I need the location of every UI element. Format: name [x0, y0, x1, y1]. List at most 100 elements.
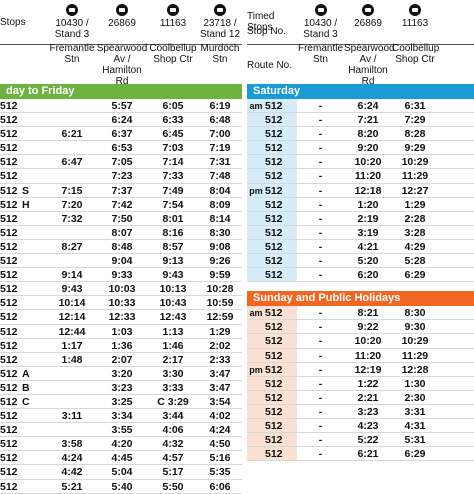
departure-time: 6:05 [162, 100, 184, 112]
bus-stop-icon [314, 4, 327, 16]
departure-time: 1:46 [162, 339, 184, 352]
footnote-code [22, 325, 48, 338]
route-no-label: Route No. [247, 59, 293, 71]
table-row: 512 - 2:19 2:28 [247, 211, 474, 226]
route-number: 512 [265, 211, 297, 225]
stop-name: Spearwood Av / Hamilton Rd [96, 43, 148, 87]
departure-time: 11:29 [401, 170, 429, 183]
departure-time: 1:17 [61, 339, 83, 352]
departure-time: 10:13 [159, 283, 187, 296]
departure-time: 8:48 [111, 240, 133, 253]
route-number: 512 [265, 268, 297, 282]
departure-time: 1:20 [357, 198, 379, 211]
table-row: 512 9:04 9:13 9:26 [0, 254, 242, 269]
departure-time: 7:49 [162, 184, 184, 197]
period-label [247, 334, 265, 348]
table-row: 512 - 8:20 8:28 [247, 127, 474, 142]
departure-time: 5:57 [111, 100, 133, 112]
table-row: 512 - 11:20 11:29 [247, 348, 474, 363]
departure-time: 1:29 [209, 325, 231, 338]
bus-stop-icon [167, 4, 179, 16]
departure-time: 3:19 [357, 226, 379, 239]
saturday-band: Saturday [247, 84, 474, 99]
departure-time: 10:20 [354, 335, 382, 348]
departure-time: 2:30 [404, 391, 426, 404]
departure-time: 5:40 [111, 480, 133, 493]
bus-stop-icon [409, 4, 421, 16]
footnote-code: H [22, 198, 30, 211]
table-row: 512 12:44 1:03 1:13 1:29 [0, 325, 242, 339]
departure-time: 7:05 [111, 156, 133, 169]
footnote-code: A [22, 367, 30, 380]
departure-time: 9:33 [111, 269, 133, 282]
table-row: 512 4:24 4:45 4:57 5:16 [0, 451, 242, 466]
departure-time: 6:31 [404, 100, 426, 112]
route-number: 512 [0, 480, 18, 493]
departure-time: 9:59 [209, 269, 231, 282]
departure-time: 10:28 [206, 283, 234, 296]
departure-time: 12:14 [58, 311, 86, 324]
departure-time: 3:11 [61, 410, 83, 423]
period-label: pm [247, 362, 265, 376]
departure-time: - [318, 212, 323, 225]
route-number: 512 [265, 113, 297, 127]
departure-time: 8:30 [209, 226, 231, 239]
period-label [247, 418, 265, 433]
departure-time: 7:21 [357, 114, 379, 127]
departure-time: - [318, 391, 323, 404]
departure-time: 5:17 [162, 466, 184, 479]
footnote-code [22, 212, 48, 225]
period-label [247, 390, 265, 404]
stop-name: Coolbellup Shop Ctr [149, 43, 197, 65]
departure-time: 7:00 [209, 128, 231, 141]
departure-time: 3:28 [404, 226, 426, 239]
departure-time: 10:29 [401, 156, 429, 169]
departure-time: 4:02 [209, 410, 231, 423]
departure-time: 10:20 [354, 156, 382, 169]
departure-time [48, 226, 96, 239]
period-label [247, 197, 265, 211]
departure-time: 10:14 [58, 297, 86, 310]
departure-time: 3:54 [209, 395, 231, 408]
footnote-code [22, 465, 48, 478]
departure-time: 7:31 [209, 156, 231, 169]
departure-time: - [318, 255, 323, 268]
departure-time: 1:29 [404, 198, 426, 211]
route-number: 512 [265, 433, 297, 447]
table-row: pm 512 - 12:19 12:28 [247, 362, 474, 377]
route-number: 512 [0, 297, 18, 310]
table-row: 512 9:43 10:03 10:13 10:28 [0, 282, 242, 297]
departure-time: 8:57 [162, 240, 184, 253]
weekday-band: day to Friday [0, 84, 242, 99]
departure-time: 9:43 [162, 269, 184, 282]
departure-time: 2:19 [357, 212, 379, 225]
route-number: 512 [0, 452, 18, 465]
route-number: 512 [265, 447, 297, 461]
departure-time: - [318, 335, 323, 348]
departure-time: 4:42 [61, 466, 83, 479]
route-number: 512 [0, 100, 18, 112]
bus-stop-icon [116, 4, 128, 16]
route-number: 512 [0, 424, 18, 437]
departure-time: 1:30 [404, 377, 426, 390]
departure-time: 6:21 [357, 448, 379, 461]
route-number: 512 [0, 128, 18, 141]
footnote-code [22, 240, 48, 253]
table-row: 512 7:23 7:33 7:48 [0, 169, 242, 184]
route-number: 512 [0, 381, 18, 394]
departure-time: 7:14 [162, 156, 184, 169]
stop-name: Fremantle Stn [297, 43, 343, 65]
table-row: 512 5:21 5:40 5:50 6:06 [0, 480, 242, 494]
table-row: 512 6:24 6:33 6:48 [0, 113, 242, 128]
departure-time: 8:27 [61, 240, 83, 253]
stop-name: Fremantle Stn [49, 43, 95, 65]
departure-time: 7:33 [162, 170, 184, 183]
stop-no-label: Stop No. [247, 26, 286, 37]
departure-time: 6:33 [162, 114, 184, 127]
period-label [247, 320, 265, 334]
table-row: 512 4:42 5:04 5:17 5:35 [0, 465, 242, 480]
route-number: 512 [265, 197, 297, 211]
departure-time: 10:33 [108, 297, 136, 310]
route-number: 512 [0, 240, 18, 253]
departure-time: - [318, 405, 323, 418]
